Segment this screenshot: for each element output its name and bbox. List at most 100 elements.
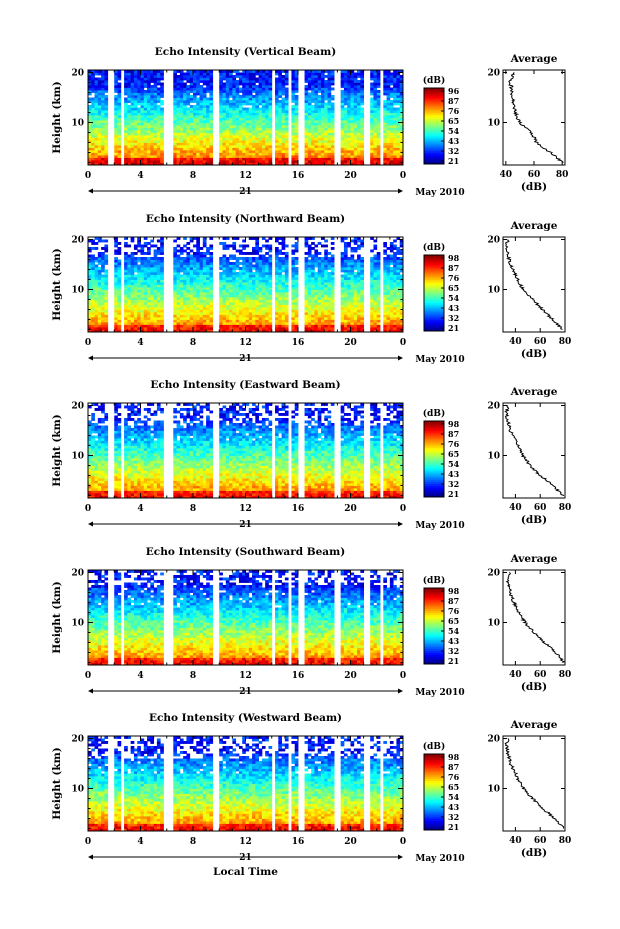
heatmap-cell bbox=[186, 264, 191, 268]
heatmap-cell bbox=[242, 145, 246, 148]
heatmap-cell bbox=[150, 319, 155, 323]
heatmap-cell bbox=[396, 112, 401, 116]
heatmap-cell bbox=[232, 70, 237, 73]
heatmap-cell bbox=[127, 85, 132, 88]
heatmap-cell bbox=[327, 135, 332, 138]
heatmap-cell bbox=[399, 75, 404, 78]
heatmap-cell bbox=[340, 140, 345, 143]
heatmap-cell bbox=[235, 312, 240, 315]
heatmap-cell bbox=[232, 112, 237, 116]
heatmap-cell bbox=[238, 289, 243, 293]
heatmap-cell bbox=[343, 80, 348, 83]
heatmap-cell bbox=[386, 100, 391, 103]
heatmap-cell bbox=[304, 329, 309, 333]
heatmap-cell bbox=[284, 97, 289, 101]
heatmap-cell bbox=[281, 277, 286, 280]
heatmap-cell bbox=[94, 87, 99, 91]
heatmap-cell bbox=[255, 257, 260, 260]
heatmap-cell bbox=[206, 329, 210, 333]
heatmap-cell bbox=[202, 70, 207, 73]
heatmap-cell bbox=[173, 155, 177, 158]
heatmap-cell bbox=[101, 125, 105, 128]
heatmap-cell bbox=[101, 147, 105, 151]
heatmap-cell bbox=[255, 120, 260, 123]
heatmap-cell bbox=[245, 274, 250, 278]
heatmap-cell bbox=[307, 115, 312, 118]
heatmap-cell bbox=[94, 100, 99, 103]
heatmap-cell bbox=[320, 85, 325, 88]
heatmap-cell bbox=[294, 242, 299, 245]
heatmap-cell bbox=[311, 329, 315, 333]
heatmap-cell bbox=[242, 72, 246, 76]
heatmap-cell bbox=[143, 137, 148, 141]
heatmap-cell bbox=[94, 317, 99, 320]
heatmap-cell bbox=[393, 92, 397, 96]
heatmap-cell bbox=[140, 140, 145, 143]
heatmap-cell bbox=[101, 262, 105, 265]
heatmap-cell bbox=[189, 272, 194, 275]
heatmap-cell bbox=[114, 322, 118, 325]
heatmap-cell bbox=[183, 127, 187, 131]
heatmap-cell bbox=[376, 137, 381, 141]
heatmap-cell bbox=[101, 264, 105, 268]
heatmap-cell bbox=[140, 247, 145, 250]
heatmap-cell bbox=[304, 274, 309, 278]
heatmap-cell bbox=[229, 289, 233, 293]
heatmap-cell bbox=[255, 110, 260, 113]
heatmap-cell bbox=[235, 147, 240, 151]
heatmap-cell bbox=[324, 135, 328, 138]
colorbar-tick-label: 87 bbox=[448, 96, 459, 106]
heatmap-cell bbox=[176, 142, 181, 146]
heatmap-cell bbox=[150, 150, 155, 153]
heatmap-cell bbox=[275, 292, 279, 295]
heatmap-cell bbox=[235, 92, 240, 96]
heatmap-cell bbox=[176, 137, 181, 141]
heatmap-cell bbox=[268, 107, 273, 111]
heatmap-cell bbox=[386, 110, 391, 113]
heatmap-cell bbox=[225, 297, 230, 300]
heatmap-cell bbox=[343, 135, 348, 138]
heatmap-cell bbox=[97, 90, 102, 93]
heatmap-cell bbox=[291, 324, 296, 328]
heatmap-cell bbox=[91, 294, 95, 298]
heatmap-cell bbox=[238, 147, 243, 151]
heatmap-cell bbox=[156, 302, 161, 305]
heatmap-cell bbox=[156, 160, 161, 163]
heatmap-cell bbox=[160, 307, 164, 310]
heatmap-cell bbox=[393, 115, 397, 118]
heatmap-cell bbox=[245, 299, 250, 303]
heatmap-cell bbox=[130, 125, 135, 128]
heatmap-cell bbox=[173, 329, 177, 333]
heatmap-cell bbox=[183, 307, 187, 310]
colorbar-frame bbox=[423, 87, 445, 165]
heatmap-cell bbox=[104, 282, 109, 285]
heatmap-cell bbox=[183, 279, 187, 283]
heatmap-cell bbox=[255, 125, 260, 128]
heatmap-cell bbox=[261, 257, 266, 260]
heatmap-cell bbox=[133, 262, 138, 265]
heatmap-cell bbox=[117, 282, 122, 285]
heatmap-cell bbox=[340, 95, 345, 98]
heatmap-cell bbox=[340, 135, 345, 138]
heatmap-cell bbox=[101, 162, 105, 166]
heatmap-cell bbox=[268, 132, 273, 136]
heatmap-cell bbox=[245, 317, 250, 320]
heatmap-cell bbox=[225, 264, 230, 268]
heatmap-cell bbox=[324, 125, 328, 128]
heatmap-cell bbox=[202, 72, 207, 76]
heatmap-cell bbox=[383, 127, 387, 131]
heatmap-cell bbox=[202, 137, 207, 141]
heatmap-cell bbox=[140, 162, 145, 166]
heatmap-cell bbox=[393, 135, 397, 138]
heatmap-cell bbox=[261, 105, 266, 108]
heatmap-cell bbox=[202, 117, 207, 121]
heatmap-cell bbox=[252, 307, 256, 310]
heatmap-cell bbox=[206, 82, 210, 86]
heatmap-cell bbox=[114, 312, 118, 315]
heatmap-cell bbox=[261, 307, 266, 310]
heatmap-cell bbox=[225, 244, 230, 248]
heatmap-cell bbox=[97, 142, 102, 146]
heatmap-cell bbox=[314, 132, 319, 136]
heatmap-cell bbox=[97, 125, 102, 128]
heatmap-cell bbox=[101, 277, 105, 280]
